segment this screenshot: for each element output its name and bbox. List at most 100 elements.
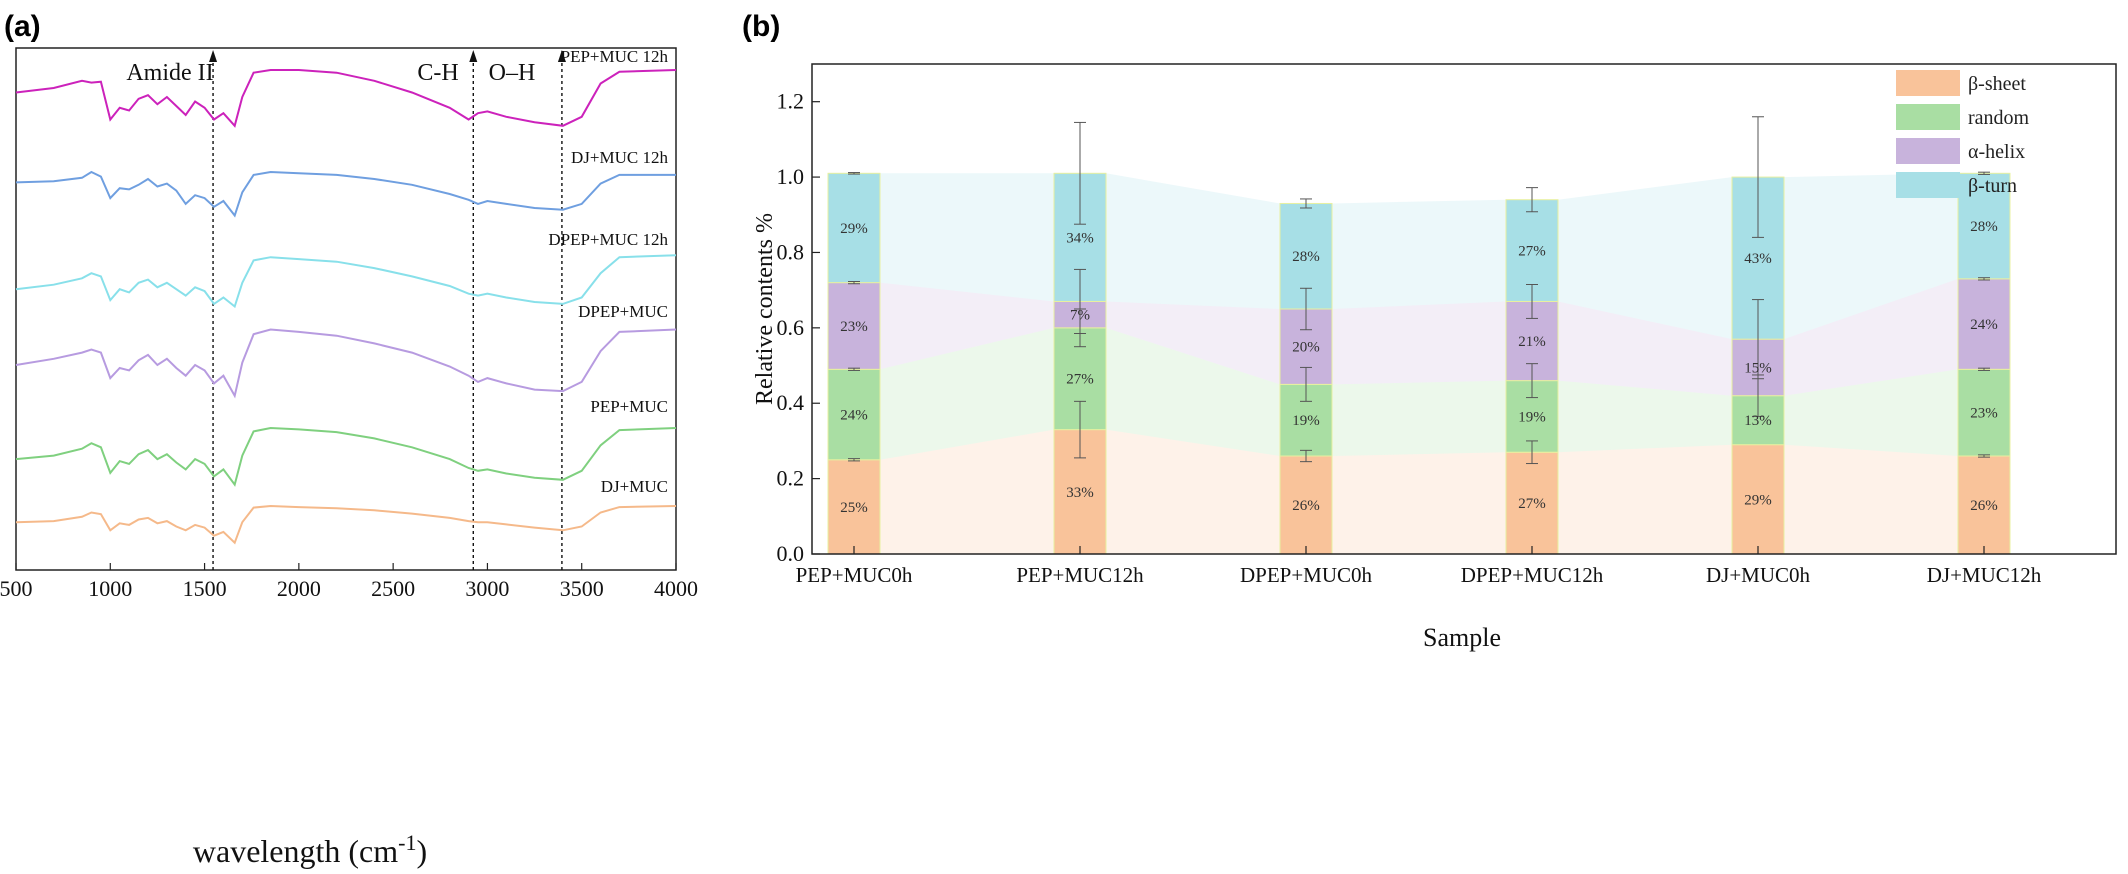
bar-percent-label: 29% — [1744, 492, 1772, 508]
y-tick-label: 0.4 — [777, 390, 805, 415]
connecting-band — [1784, 369, 1958, 456]
connecting-band — [880, 173, 1054, 302]
bar-segment — [1505, 451, 1559, 555]
y-tick-label: 0.6 — [777, 315, 805, 340]
connecting-band — [1106, 327, 1280, 456]
spectrum-line — [15, 254, 677, 309]
connecting-band — [1106, 429, 1280, 554]
connecting-band — [1784, 173, 1958, 340]
y-tick-label: 0.0 — [777, 541, 805, 566]
bar-segment — [827, 459, 881, 555]
legend-label: β-turn — [1968, 175, 2017, 197]
bar-percent-label: 33% — [1066, 485, 1094, 501]
connecting-band — [1332, 452, 1506, 554]
panel-a-band-markers: Amide II C-H O–H — [126, 50, 566, 570]
legend-label: α-helix — [1968, 141, 2025, 163]
bar-percent-label: 23% — [840, 319, 868, 335]
bar-segment — [1279, 455, 1333, 555]
connecting-band — [1784, 444, 1958, 554]
panel-a-spectra: PEP+MUC 12h DJ+MUC 12h DPEP+MUC 12h DPEP+MU… — [15, 47, 677, 545]
bar-percent-label: 27% — [1066, 372, 1094, 388]
x-tick-label: 2500 — [371, 576, 415, 601]
bar-percent-label: 19% — [1292, 413, 1320, 429]
x-tick-label: 1500 — [183, 576, 227, 601]
legend-label: random — [1968, 107, 2030, 129]
spectrum-label: DPEP+MUC — [578, 302, 668, 321]
panel-a-x-ticks: 500 1000 1500 2000 2500 3000 3500 4000 — [0, 563, 698, 601]
bar-percent-label: 15% — [1744, 360, 1772, 376]
panel-a-x-axis-title-sup: -1 — [398, 830, 416, 855]
spectrum-label: DJ+MUC — [601, 477, 668, 496]
bar-segment — [827, 282, 881, 370]
panel-b-plot-frame — [811, 63, 2117, 555]
bar-percent-label: 26% — [1292, 498, 1320, 514]
panel-b-percent-labels: 25% 24% 23% 29% 33% 27% 7% 34% 26% 19% 20% 28% 27% 19… — [840, 219, 1998, 516]
band-marker-arrow — [557, 50, 566, 62]
bar-percent-label: 43% — [1744, 251, 1772, 267]
band-marker-arrow — [209, 50, 218, 62]
category-label: DPEP+MUC12h — [1461, 563, 1604, 587]
x-tick-label: 2000 — [277, 576, 321, 601]
legend-swatch — [1896, 172, 1960, 198]
connecting-band — [1106, 301, 1280, 385]
spectrum-label: PEP+MUC — [590, 397, 668, 416]
connecting-band — [1106, 173, 1280, 309]
bar-percent-label: 21% — [1518, 334, 1546, 350]
band-marker-label: C-H — [417, 60, 458, 86]
panel-a-x-axis-title-main: wavelength (cm — [193, 833, 398, 869]
connecting-band — [1332, 199, 1506, 309]
bar-percent-label: 26% — [1970, 498, 1998, 514]
legend-swatch — [1896, 70, 1960, 96]
bar-percent-label: 34% — [1066, 230, 1094, 246]
bar-percent-label: 27% — [1518, 244, 1546, 260]
connecting-band — [1558, 444, 1732, 554]
bar-percent-label: 20% — [1292, 340, 1320, 356]
bar-percent-label: 24% — [1970, 317, 1998, 333]
band-marker-arrow — [469, 50, 478, 62]
panel-b-x-axis-title: Sample — [1423, 623, 1501, 652]
x-tick-label: 500 — [0, 576, 33, 601]
category-label: PEP+MUC12h — [1016, 563, 1144, 587]
bar-segment — [827, 368, 881, 461]
panel-a-x-axis-title: wavelength (cm-1) — [193, 830, 427, 869]
bar-percent-label: 28% — [1970, 219, 1998, 235]
bar-percent-label: 27% — [1518, 496, 1546, 512]
legend-swatch — [1896, 104, 1960, 130]
connecting-band — [880, 327, 1054, 460]
connecting-band — [1784, 278, 1958, 396]
spectrum-label: DJ+MUC 12h — [571, 148, 668, 167]
category-label: DJ+MUC12h — [1927, 563, 2042, 587]
bar-percent-label: 23% — [1970, 406, 1998, 422]
panel-b-y-axis-title: Relative contents % — [752, 213, 778, 405]
x-tick-label: 3500 — [560, 576, 604, 601]
bar-percent-label: 29% — [840, 221, 868, 237]
spectrum-line — [15, 328, 677, 399]
connecting-band — [1558, 177, 1732, 340]
panel-b-letter: (b) — [742, 10, 780, 43]
category-label: PEP+MUC0h — [796, 563, 913, 587]
y-tick-label: 1.2 — [777, 89, 805, 114]
panel-a-x-axis-title-close: ) — [416, 833, 427, 869]
connecting-band — [1558, 380, 1732, 453]
x-tick-label: 4000 — [654, 576, 698, 601]
spectrum-label: PEP+MUC 12h — [561, 47, 669, 66]
connecting-band — [1558, 301, 1732, 396]
bar-segment — [1957, 368, 2011, 457]
bar-segment — [1957, 455, 2011, 555]
panel-b-error-bars — [848, 116, 1990, 465]
spectrum-line — [15, 69, 677, 128]
panel-b-category-labels: PEP+MUC0h PEP+MUC12h DPEP+MUC0h DPEP+MUC12h… — [796, 546, 2042, 587]
category-label: DPEP+MUC0h — [1240, 563, 1373, 587]
y-tick-label: 1.0 — [777, 164, 805, 189]
legend-swatch — [1896, 138, 1960, 164]
band-marker-label: Amide II — [126, 60, 213, 86]
bar-percent-label: 24% — [840, 408, 868, 424]
bar-percent-label: 19% — [1518, 409, 1546, 425]
legend-label: β-sheet — [1968, 73, 2026, 95]
spectrum-line — [15, 170, 676, 218]
panel-a-plot-frame — [15, 47, 677, 571]
panel-b-y-ticks: 0.0 0.2 0.4 0.6 0.8 1.0 1.2 — [777, 89, 820, 566]
bar-percent-label: 7% — [1070, 308, 1090, 324]
panel-b-connecting-bands — [880, 173, 1958, 554]
